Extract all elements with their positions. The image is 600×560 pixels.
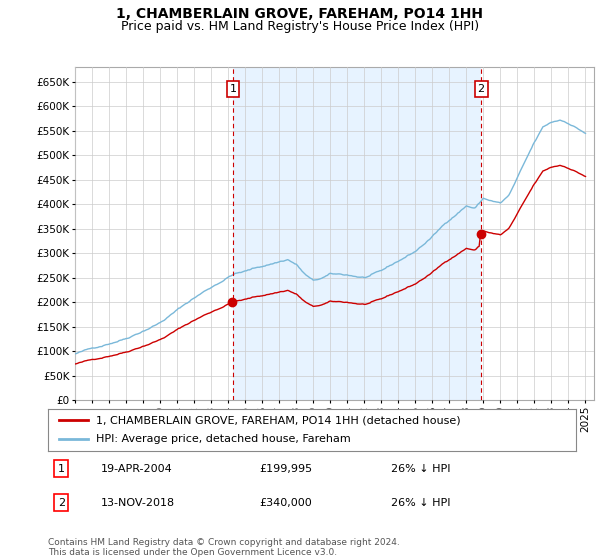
Text: 19-APR-2004: 19-APR-2004 — [101, 464, 173, 474]
Text: 13-NOV-2018: 13-NOV-2018 — [101, 498, 175, 508]
Text: Contains HM Land Registry data © Crown copyright and database right 2024.
This d: Contains HM Land Registry data © Crown c… — [48, 538, 400, 557]
Text: 1, CHAMBERLAIN GROVE, FAREHAM, PO14 1HH: 1, CHAMBERLAIN GROVE, FAREHAM, PO14 1HH — [116, 7, 484, 21]
Text: 2: 2 — [58, 498, 65, 508]
Text: £199,995: £199,995 — [259, 464, 313, 474]
Text: 2: 2 — [478, 84, 485, 94]
Text: £340,000: £340,000 — [259, 498, 312, 508]
Text: 1, CHAMBERLAIN GROVE, FAREHAM, PO14 1HH (detached house): 1, CHAMBERLAIN GROVE, FAREHAM, PO14 1HH … — [95, 415, 460, 425]
Text: 1: 1 — [58, 464, 65, 474]
Text: 26% ↓ HPI: 26% ↓ HPI — [391, 464, 451, 474]
Text: HPI: Average price, detached house, Fareham: HPI: Average price, detached house, Fare… — [95, 435, 350, 445]
Text: 1: 1 — [230, 84, 236, 94]
Text: Price paid vs. HM Land Registry's House Price Index (HPI): Price paid vs. HM Land Registry's House … — [121, 20, 479, 32]
Bar — [233, 67, 481, 400]
Text: 26% ↓ HPI: 26% ↓ HPI — [391, 498, 451, 508]
